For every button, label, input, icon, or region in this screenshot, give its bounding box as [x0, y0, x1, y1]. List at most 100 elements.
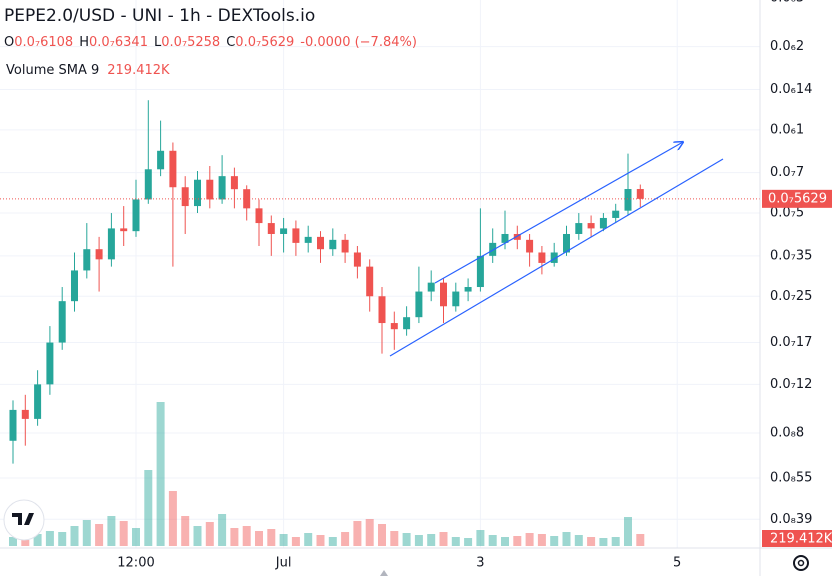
candle-body: [513, 233, 521, 240]
volume-bar: [427, 534, 436, 546]
y-tick-label: 0.0₇25: [770, 289, 812, 304]
candle-body: [366, 266, 374, 297]
volume-badge-label: 219.412K: [770, 532, 832, 547]
candle-body: [267, 223, 275, 234]
volume-bar: [156, 402, 165, 546]
candle-body: [194, 179, 201, 207]
volume-bar: [624, 517, 632, 546]
last-price-badge: [762, 189, 832, 208]
volume-bar: [95, 524, 104, 546]
volume-bar: [144, 470, 153, 546]
candle-body: [95, 249, 103, 260]
candle-body: [587, 223, 595, 229]
volume-bar: [451, 537, 460, 546]
volume-bar: [205, 522, 214, 546]
x-tick-label: Jul: [275, 556, 292, 571]
volume-bar: [181, 516, 190, 546]
ohlc-value: 0.0₇5258: [161, 35, 220, 50]
candle-body: [526, 239, 534, 253]
y-tick-label: 0.0₈55: [770, 471, 812, 486]
volume-bar: [537, 534, 546, 546]
y-tick-label: 0.0₆14: [770, 82, 812, 97]
candle-body: [427, 282, 435, 292]
volume-bar: [218, 514, 227, 546]
candle-body: [280, 228, 288, 234]
candle-body: [563, 233, 570, 253]
volume-sma-value: 219.412K: [107, 63, 170, 78]
candle-body: [353, 252, 361, 267]
volume-bar: [82, 520, 91, 546]
volume-pane: [9, 402, 645, 546]
ohlc-legend: O0.0₇6108 H0.0₇6341 L0.0₇5258 C0.0₇5629 -0.0…: [4, 35, 417, 50]
candle-body: [636, 189, 644, 199]
ohlc-change: -0.0000 (−7.84%): [300, 35, 417, 50]
volume-bar: [193, 526, 202, 546]
volume-bar: [316, 535, 325, 546]
volume-bar: [267, 529, 276, 546]
candle-body: [255, 208, 263, 224]
volume-bar: [353, 521, 362, 546]
candle-body: [378, 296, 386, 324]
candle-body: [575, 223, 583, 234]
candle-body: [624, 189, 632, 211]
ohlc-key: O: [4, 35, 14, 50]
candle-body: [317, 236, 324, 250]
volume-bar: [464, 538, 473, 546]
grid: [0, 0, 760, 548]
candle-body: [599, 217, 607, 229]
candle-body: [538, 252, 546, 263]
candle-body: [144, 169, 152, 200]
volume-label: Volume SMA 9 219.412K: [6, 63, 170, 78]
x-tick-label: 5: [673, 556, 681, 571]
settings-button[interactable]: [793, 555, 809, 571]
y-tick-label: 0.0₇7: [770, 165, 804, 180]
volume-bar: [21, 540, 30, 546]
tv-logo: [3, 499, 45, 541]
volume-bar: [70, 526, 79, 546]
candle-body: [550, 252, 558, 263]
volume-bar: [230, 528, 239, 546]
ohlc-value: 0.0₇6341: [89, 35, 148, 50]
volume-bar: [9, 537, 17, 546]
volume-bar: [45, 531, 54, 546]
candles: [0, 100, 760, 464]
volume-label-text: Volume SMA 9: [6, 63, 99, 78]
scroll-marker[interactable]: [380, 570, 388, 576]
volume-bar: [525, 533, 534, 546]
y-tick-label: 0.0₇17: [770, 335, 812, 350]
candle-body: [58, 301, 66, 343]
volume-bar: [550, 536, 559, 546]
volume-bar: [636, 534, 645, 546]
volume-bar: [402, 533, 411, 546]
candle-body: [169, 150, 177, 188]
candle-body: [292, 228, 300, 243]
candle-body: [415, 291, 423, 318]
volume-bar: [304, 533, 313, 546]
candle-body: [452, 291, 460, 307]
candle-body: [34, 384, 42, 419]
candle-body: [230, 176, 238, 190]
y-tick-label: 0.0₆3: [770, 0, 804, 5]
volume-bar: [611, 537, 620, 546]
volume-badge: [762, 530, 832, 547]
volume-bar: [439, 532, 448, 546]
volume-bar: [513, 536, 522, 546]
volume-bar: [574, 535, 583, 546]
candle-body: [390, 323, 398, 330]
candle-body: [132, 199, 140, 232]
ohlc-value: 0.0₇6108: [14, 35, 73, 50]
ohlc-key: L: [154, 35, 162, 50]
y-tick-label: 0.0₇35: [770, 248, 812, 263]
chart-title: PEPE2.0/USD - UNI - 1h - DEXTools.io: [4, 6, 315, 26]
candle-body: [9, 409, 17, 441]
volume-bar: [291, 537, 300, 546]
y-tick-label: 0.0₇12: [770, 377, 812, 392]
candle-body: [181, 187, 189, 207]
candle-body: [464, 287, 472, 292]
ohlc-value: 0.0₇5629: [235, 35, 294, 50]
candle-body: [501, 233, 509, 243]
candle-body: [476, 255, 484, 288]
candle-body: [489, 242, 497, 256]
